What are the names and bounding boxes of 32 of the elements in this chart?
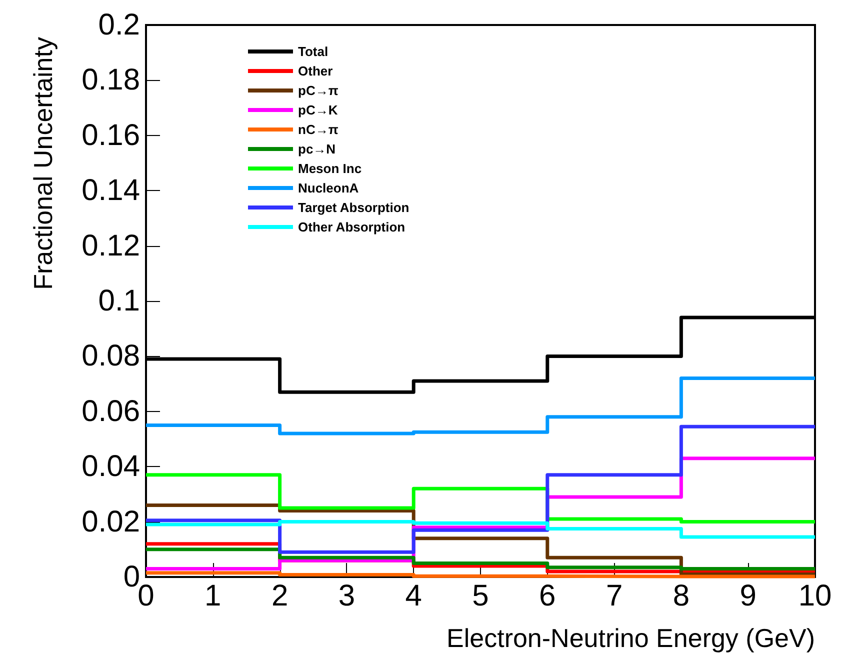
legend-label: NucleonA [298,180,360,196]
x-tick-label: 9 [740,580,756,612]
x-tick-label: 2 [271,580,288,612]
x-tick-label: 5 [472,580,489,612]
x-tick-label: 4 [405,580,422,612]
legend-label: Other [298,64,333,78]
x-tick-label: 7 [606,580,623,612]
legend-label: pC→K [298,102,338,118]
y-tick-label: 0.14 [82,174,140,208]
legend-label: pC→π [298,83,338,98]
legend-label: Meson Inc [298,161,362,176]
y-tick-label: 0.08 [82,340,140,373]
y-tick-label: 0.06 [82,394,140,428]
y-axis-title: Fractional Uncertainty [28,37,58,290]
y-tick-label: 0.04 [82,450,140,484]
x-tick-label: 3 [338,580,356,612]
x-tick-label: 1 [204,580,222,612]
legend-label: pc→N [298,142,336,156]
y-tick-label: 0.2 [98,8,140,42]
y-tick-label: 0.16 [82,118,140,152]
x-tick-label: 8 [672,580,690,612]
y-tick-label: 0.1 [98,284,140,318]
x-tick-label: 10 [798,580,832,612]
x-tick-label: 6 [539,580,556,612]
legend-label: Other Absorption [298,220,406,234]
legend-label: nC→π [298,122,338,137]
legend-label: Target Absorption [298,200,410,215]
y-tick-label: 0.18 [82,64,140,97]
y-tick-label: 0.12 [82,229,140,262]
y-tick-label: 0.02 [82,505,140,538]
legend-label: Total [298,44,328,59]
x-axis-title: Electron-Neutrino Energy (GeV) [446,623,815,653]
